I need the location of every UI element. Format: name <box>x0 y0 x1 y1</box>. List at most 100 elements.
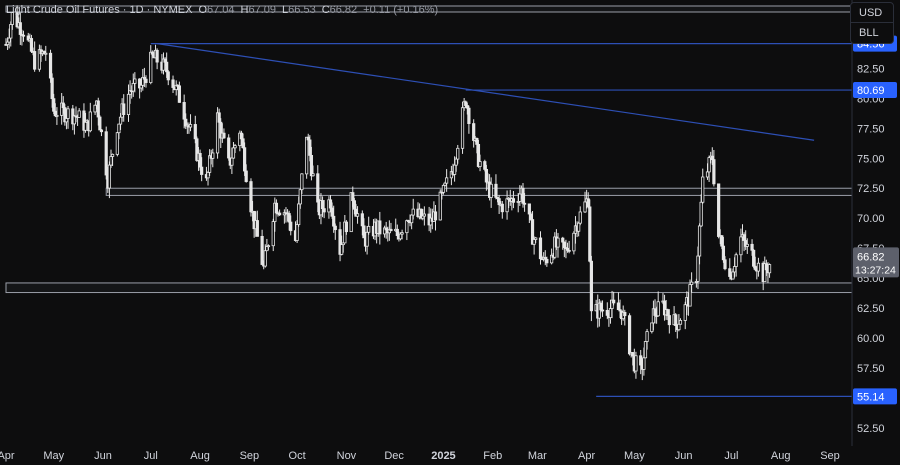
candle <box>131 73 135 97</box>
candle <box>562 241 566 258</box>
candle <box>26 32 30 42</box>
candle-body <box>697 225 702 257</box>
candle-body <box>696 255 700 282</box>
candle <box>734 252 738 277</box>
candle-body <box>29 38 34 52</box>
candle-body <box>278 212 282 216</box>
candle <box>200 157 204 182</box>
candle-body <box>48 52 53 79</box>
candle <box>756 257 761 277</box>
candle-body <box>55 114 59 117</box>
unit-selector[interactable]: USD BLL <box>850 2 894 44</box>
candle <box>21 30 26 42</box>
candle <box>445 169 449 192</box>
candle-body <box>489 183 493 198</box>
candle-body <box>667 315 671 326</box>
candle-body <box>109 156 113 166</box>
candle <box>66 105 70 129</box>
candle-body <box>165 61 169 73</box>
level-badge <box>853 82 897 99</box>
candle-body <box>96 100 100 118</box>
time-tick-label: 2025 <box>431 450 455 462</box>
candle-body <box>274 202 279 214</box>
price-tick-label: 72.50 <box>857 183 885 195</box>
candle-body <box>639 355 643 366</box>
candle-body <box>255 220 259 237</box>
candle-body <box>193 124 197 140</box>
candle-body <box>666 309 670 316</box>
candle-body <box>297 203 301 226</box>
candle-body <box>438 191 442 221</box>
candle-body <box>249 181 253 213</box>
candle <box>161 52 166 75</box>
unit-label[interactable]: BLL <box>851 22 893 42</box>
candle <box>155 48 159 70</box>
candle-body <box>527 203 531 215</box>
candle <box>10 11 14 30</box>
candle-body <box>227 137 231 159</box>
currency-label[interactable]: USD <box>859 7 883 19</box>
candle <box>511 191 516 209</box>
candle <box>278 209 282 216</box>
candle-body <box>311 173 315 177</box>
candle <box>282 209 286 224</box>
time-axis: Apr May Jun Jul Aug Sep Oct Nov Dec 2025 Feb Mar Apr… <box>0 450 840 462</box>
open-label: O <box>198 4 208 16</box>
candle-body <box>410 214 414 224</box>
candle <box>122 94 126 122</box>
candle <box>411 198 415 220</box>
candle-body <box>287 213 291 223</box>
candle-body <box>7 37 11 43</box>
candle-body <box>61 102 65 109</box>
time-tick-label: Nov <box>337 450 357 462</box>
candle-body <box>333 225 337 231</box>
candle-body <box>678 320 683 325</box>
candle <box>149 45 153 85</box>
candle-body <box>144 78 148 83</box>
candle-body <box>260 235 264 265</box>
candle-body <box>271 221 275 247</box>
symbol-title[interactable]: Light Crude Oil Futures · 1D · NYMEX <box>6 4 193 16</box>
candle <box>274 199 279 214</box>
last-price-badge <box>853 247 899 278</box>
candle <box>265 238 269 252</box>
time-tick-label: May <box>624 450 645 462</box>
candle-body <box>631 352 635 357</box>
candle-body <box>133 78 137 84</box>
candle-body <box>21 34 26 37</box>
candle <box>645 328 649 350</box>
candle <box>333 223 337 240</box>
candle-body <box>340 244 344 255</box>
candle-body <box>166 71 170 81</box>
time-tick-label: Apr <box>578 450 595 462</box>
high-label: H <box>240 4 249 16</box>
time-tick-label: Jun <box>94 450 112 462</box>
level-badge-label: 80.69 <box>857 85 885 97</box>
candle-body <box>64 118 69 123</box>
candle-body <box>577 222 581 232</box>
candle-body <box>721 245 726 261</box>
candle <box>572 231 576 255</box>
candle <box>144 75 148 88</box>
candle-body <box>10 12 14 25</box>
candle-body <box>723 259 727 270</box>
candle-body <box>308 139 312 156</box>
candle-body <box>263 250 267 267</box>
candle-body <box>511 198 516 203</box>
candle-body <box>731 271 735 280</box>
level-badge <box>853 388 897 405</box>
candle <box>322 200 326 219</box>
price-tick-label: 52.50 <box>857 423 885 435</box>
candle-body <box>398 233 403 240</box>
candle-body <box>583 201 587 213</box>
candle-body <box>456 147 460 160</box>
candle <box>405 219 409 241</box>
candle <box>690 272 694 293</box>
candle-body <box>365 231 369 247</box>
candle <box>678 318 683 325</box>
candle-body <box>643 341 648 359</box>
candle-body <box>243 147 247 172</box>
candle-body <box>177 85 181 103</box>
candle <box>99 129 104 137</box>
